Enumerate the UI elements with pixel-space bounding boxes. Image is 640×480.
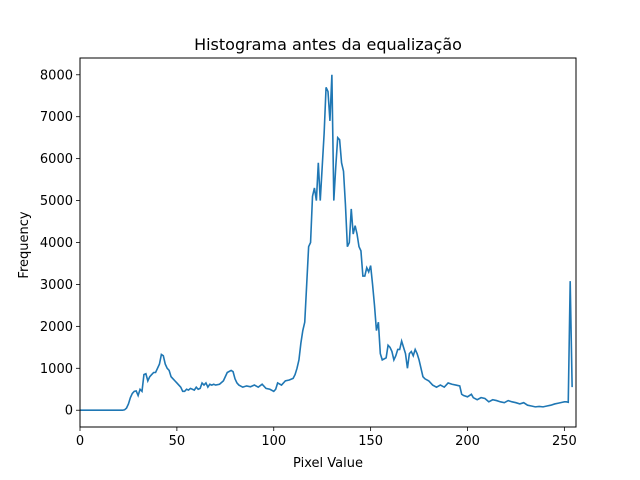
y-tick-label: 3000	[40, 278, 73, 293]
y-tick-label: 0	[65, 404, 73, 419]
x-tick-label: 0	[76, 434, 84, 449]
y-axis-label: Frequency	[17, 211, 32, 278]
y-tick-label: 2000	[40, 320, 73, 335]
y-tick-label: 1000	[40, 362, 73, 377]
y-axis-ticks: 0 1000 2000 3000 4000 5000 6000 7000 8000	[40, 68, 80, 419]
y-tick-label: 5000	[40, 194, 73, 209]
x-axis-ticks: 0 50 100 150 200 250	[76, 427, 577, 449]
chart-title: Histograma antes da equalização	[194, 35, 462, 54]
x-tick-label: 100	[261, 434, 286, 449]
x-tick-label: 250	[552, 434, 577, 449]
y-tick-label: 8000	[40, 68, 73, 83]
x-tick-label: 50	[169, 434, 186, 449]
series-line	[80, 74, 573, 412]
x-axis-label: Pixel Value	[293, 456, 363, 471]
y-tick-label: 4000	[40, 236, 73, 251]
plot-frame	[79, 57, 577, 428]
x-tick-label: 150	[358, 434, 383, 449]
x-tick-label: 200	[455, 434, 480, 449]
y-tick-label: 7000	[40, 110, 73, 125]
y-tick-label: 6000	[40, 152, 73, 167]
